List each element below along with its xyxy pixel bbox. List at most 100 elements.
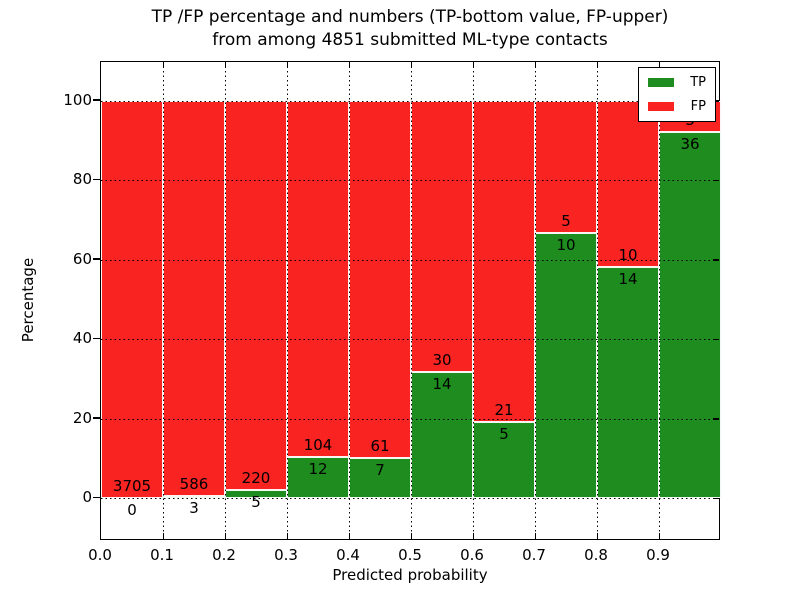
tp-bar-segment: [659, 131, 721, 499]
x-tick-label: 0.7: [522, 546, 546, 564]
tp-bar-segment: [597, 266, 659, 499]
tp-count-label: 0: [127, 501, 137, 520]
horizontal-gridline: [101, 339, 719, 341]
x-tick-label: 0.9: [646, 546, 670, 564]
horizontal-gridline: [101, 498, 719, 500]
tp-color-swatch: [648, 78, 674, 87]
x-tick-mark-top: [349, 62, 351, 68]
tp-bar-segment: [473, 422, 535, 499]
tp-count-label: 14: [618, 269, 638, 288]
vertical-gridline: [535, 62, 536, 539]
y-tick-label: 80: [72, 170, 92, 189]
y-tick-mark-right: [713, 497, 719, 500]
vertical-gridline: [411, 62, 412, 539]
fp-bar-segment: [163, 100, 225, 497]
chart-title-line1: TP /FP percentage and numbers (TP-bottom…: [151, 7, 669, 27]
fp-color-swatch: [648, 102, 674, 111]
fp-bar-segment: [535, 100, 597, 234]
fp-count-label: 3705: [112, 477, 152, 496]
tp-bar-segment: [163, 496, 225, 499]
x-tick-label: 0.1: [150, 546, 174, 564]
tp-count-label: 7: [375, 460, 385, 479]
x-tick-mark-top: [411, 62, 413, 68]
horizontal-gridline: [101, 180, 719, 182]
y-tick-mark-right: [713, 259, 719, 261]
y-tick-label: 40: [72, 329, 92, 348]
tp-count-label: 12: [308, 460, 328, 479]
vertical-gridline: [597, 62, 598, 539]
y-tick-label: 20: [72, 408, 92, 427]
y-axis-label: Percentage: [19, 257, 37, 343]
legend-label-fp: FP: [690, 99, 706, 114]
fp-bar-segment: [411, 100, 473, 372]
x-tick-mark-top: [225, 62, 227, 68]
y-tick-label: 0: [82, 488, 92, 507]
vertical-gridline: [225, 62, 226, 539]
fp-count-label: 21: [494, 401, 514, 420]
y-tick-label: 100: [63, 90, 92, 109]
tp-count-label: 5: [251, 492, 261, 511]
y-tick-mark-right: [713, 100, 719, 102]
horizontal-gridline: [101, 418, 719, 420]
x-tick-mark-bottom: [163, 533, 165, 539]
fp-bar-segment: [101, 100, 163, 499]
plot-area: TP FP 3705 0 586 3 220 5 104 12 61 7 30 14 21 5 5 10 10 1…: [100, 61, 721, 540]
tp-count-label: 10: [556, 236, 576, 255]
fp-bar-segment: [473, 100, 535, 423]
tp-bar-segment: [535, 233, 597, 499]
chart-title-line2: from among 4851 submitted ML-type contac…: [212, 30, 608, 50]
fp-bar-segment: [225, 100, 287, 490]
x-tick-mark-bottom: [659, 533, 661, 539]
y-tick-mark: [93, 337, 100, 340]
fp-count-label: 5: [561, 212, 571, 231]
tp-bar-segment: [225, 489, 287, 499]
vertical-gridline: [287, 62, 288, 539]
y-tick-mark-right: [713, 418, 719, 420]
x-tick-label: 0.5: [398, 546, 422, 564]
y-tick-mark: [93, 496, 100, 499]
fp-count-label: 586: [179, 475, 209, 494]
x-tick-mark-bottom: [473, 533, 475, 539]
horizontal-gridline: [101, 100, 719, 102]
x-tick-mark-top: [659, 62, 661, 68]
fp-bar-segment: [597, 100, 659, 267]
vertical-gridline: [349, 62, 350, 539]
y-tick-mark: [93, 178, 100, 181]
x-tick-mark-top: [597, 62, 599, 68]
tp-count-label: 14: [432, 374, 452, 393]
y-tick-mark: [93, 99, 100, 101]
x-tick-mark-top: [287, 62, 289, 68]
legend: TP FP: [638, 67, 716, 122]
tp-bar-segment: [349, 457, 411, 499]
vertical-gridline: [163, 62, 164, 539]
tp-count-label: 5: [499, 425, 509, 444]
tp-bar-segment: [287, 457, 349, 499]
x-tick-label: 0.0: [88, 546, 112, 564]
horizontal-gridline: [101, 259, 719, 261]
vertical-gridline: [473, 62, 474, 539]
y-tick-mark: [93, 417, 100, 419]
y-tick-label: 60: [72, 249, 92, 268]
x-tick-mark-bottom: [349, 533, 351, 539]
x-tick-mark-top: [163, 62, 165, 68]
vertical-gridline: [659, 62, 660, 539]
fp-count-label: 220: [241, 468, 271, 487]
tp-count-label: 36: [680, 134, 700, 153]
x-tick-label: 0.2: [212, 546, 236, 564]
x-tick-mark-bottom: [411, 533, 413, 539]
x-tick-label: 0.3: [274, 546, 298, 564]
x-tick-mark-bottom: [287, 533, 289, 539]
x-tick-mark-bottom: [597, 533, 599, 539]
x-tick-mark-top: [535, 62, 537, 68]
x-tick-label: 0.4: [336, 546, 360, 564]
x-tick-label: 0.8: [584, 546, 608, 564]
x-tick-mark-top: [473, 62, 475, 68]
fp-count-label: 104: [303, 436, 333, 455]
x-tick-mark-bottom: [225, 533, 227, 539]
legend-entry-tp: TP: [648, 75, 706, 90]
fp-count-label: 61: [370, 436, 390, 455]
fp-bar-segment: [287, 100, 349, 458]
tp-bar-segment: [411, 371, 473, 499]
x-axis-label: Predicted probability: [332, 566, 488, 584]
